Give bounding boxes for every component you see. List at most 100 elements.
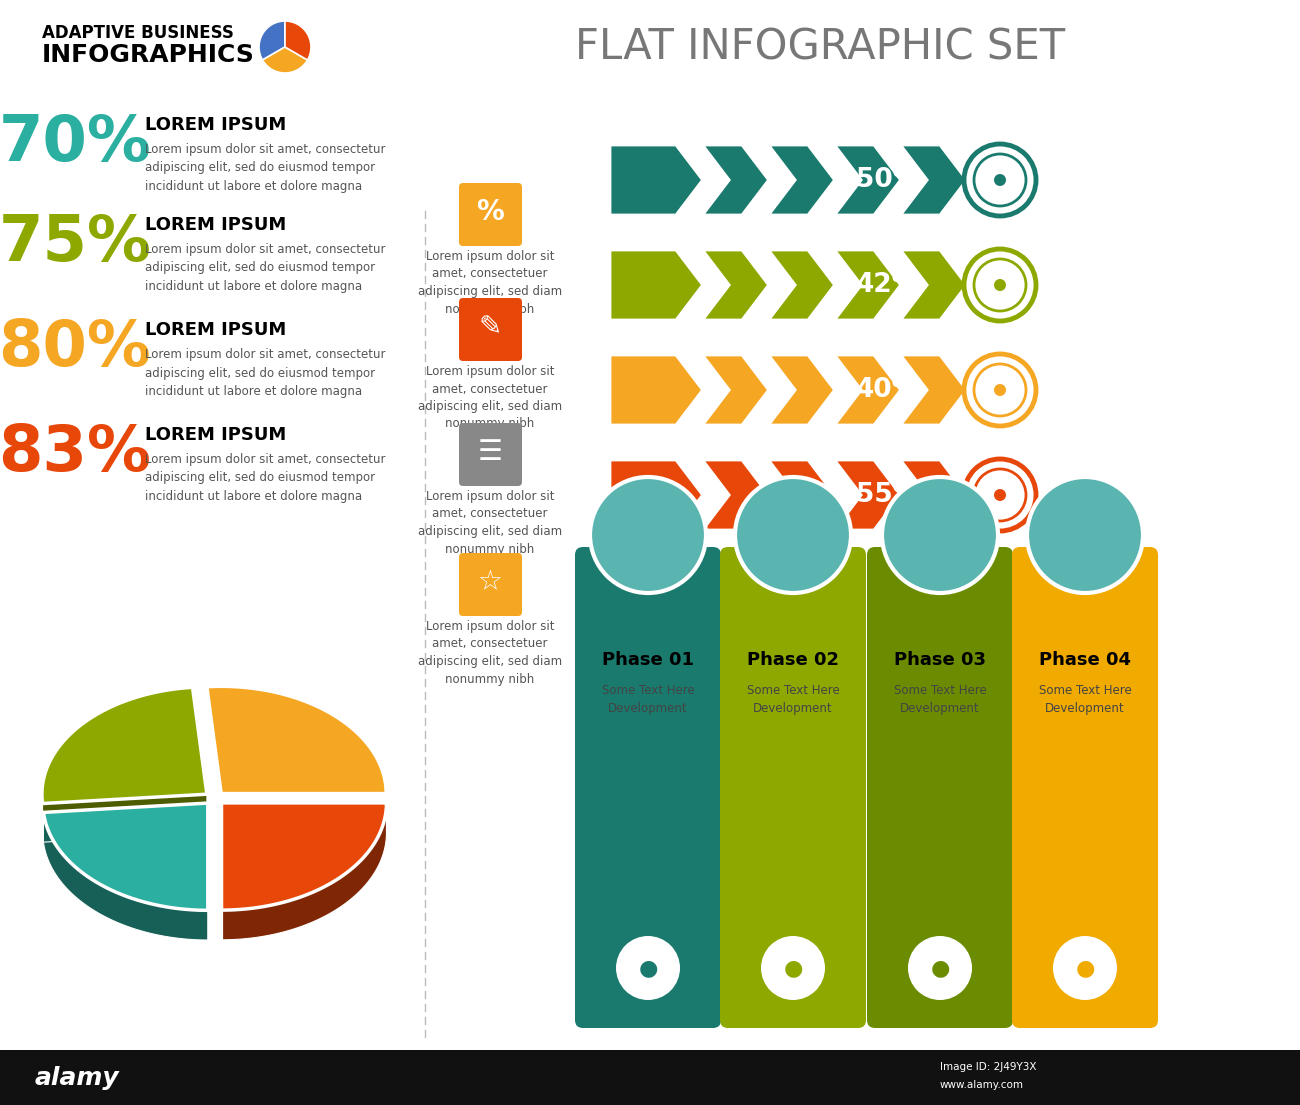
Circle shape (965, 354, 1036, 427)
Text: Some Text Here
Development: Some Text Here Development (893, 684, 987, 715)
Text: 80%: 80% (0, 317, 151, 379)
Text: Some Text Here
Development: Some Text Here Development (746, 684, 840, 715)
Text: alamy: alamy (35, 1066, 120, 1090)
Polygon shape (901, 355, 967, 425)
Polygon shape (702, 145, 768, 215)
Polygon shape (221, 803, 386, 911)
Text: FLAT INFOGRAPHIC SET: FLAT INFOGRAPHIC SET (575, 27, 1065, 69)
Polygon shape (610, 250, 702, 320)
Polygon shape (702, 250, 768, 320)
Polygon shape (221, 806, 386, 940)
Circle shape (994, 385, 1006, 396)
Text: Image ID: 2J49Y3X: Image ID: 2J49Y3X (940, 1062, 1036, 1072)
Circle shape (974, 259, 1026, 311)
Text: ☆: ☆ (477, 568, 502, 596)
Wedge shape (263, 48, 308, 73)
Text: ●: ● (931, 958, 950, 978)
Polygon shape (768, 460, 835, 530)
Text: Lorem ipsum dolor sit
amet, consectetuer
adipiscing elit, sed diam
nonummy nibh: Lorem ipsum dolor sit amet, consectetuer… (417, 490, 562, 556)
Circle shape (974, 364, 1026, 415)
Circle shape (590, 477, 706, 593)
Polygon shape (901, 250, 967, 320)
Polygon shape (43, 803, 208, 911)
Text: Lorem ipsum dolor sit
amet, consectetuer
adipiscing elit, sed diam
nonummy nibh: Lorem ipsum dolor sit amet, consectetuer… (417, 250, 562, 316)
Wedge shape (259, 21, 285, 60)
Wedge shape (285, 21, 311, 60)
Polygon shape (43, 794, 207, 833)
Circle shape (965, 144, 1036, 215)
Text: 75%: 75% (0, 212, 151, 274)
Text: Lorem ipsum dolor sit amet, consectetur
adipiscing elit, sed do eiusmod tempor
i: Lorem ipsum dolor sit amet, consectetur … (146, 143, 386, 193)
Circle shape (974, 154, 1026, 206)
Polygon shape (835, 250, 901, 320)
Text: 50%: 50% (855, 167, 919, 193)
Polygon shape (835, 145, 901, 215)
Polygon shape (43, 803, 208, 842)
FancyBboxPatch shape (575, 547, 722, 1028)
FancyBboxPatch shape (459, 552, 523, 615)
Text: Lorem ipsum dolor sit
amet, consectetuer
adipiscing elit, sed diam
nonummy nibh: Lorem ipsum dolor sit amet, consectetuer… (417, 365, 562, 431)
Text: ●: ● (1075, 958, 1095, 978)
Polygon shape (610, 460, 702, 530)
FancyBboxPatch shape (459, 298, 523, 361)
Polygon shape (835, 355, 901, 425)
Text: 55%: 55% (855, 482, 919, 508)
Circle shape (734, 477, 852, 593)
Text: ☰: ☰ (477, 438, 502, 466)
Circle shape (881, 477, 998, 593)
Polygon shape (702, 460, 768, 530)
Text: %: % (476, 198, 504, 227)
Text: Lorem ipsum dolor sit amet, consectetur
adipiscing elit, sed do eiusmod tempor
i: Lorem ipsum dolor sit amet, consectetur … (146, 453, 386, 503)
Text: Lorem ipsum dolor sit amet, consectetur
adipiscing elit, sed do eiusmod tempor
i: Lorem ipsum dolor sit amet, consectetur … (146, 243, 386, 293)
Text: LOREM IPSUM: LOREM IPSUM (146, 116, 286, 134)
Text: 42%: 42% (855, 272, 919, 298)
Circle shape (965, 459, 1036, 532)
Text: LOREM IPSUM: LOREM IPSUM (146, 427, 286, 444)
Circle shape (994, 278, 1006, 291)
FancyBboxPatch shape (1011, 547, 1158, 1028)
Text: www.alamy.com: www.alamy.com (940, 1080, 1024, 1090)
Polygon shape (610, 145, 702, 215)
Polygon shape (768, 145, 835, 215)
Text: Phase 04: Phase 04 (1039, 651, 1131, 669)
Text: Lorem ipsum dolor sit amet, consectetur
adipiscing elit, sed do eiusmod tempor
i: Lorem ipsum dolor sit amet, consectetur … (146, 348, 386, 398)
Text: 83%: 83% (0, 422, 151, 484)
FancyBboxPatch shape (459, 423, 523, 486)
FancyBboxPatch shape (459, 183, 523, 246)
Polygon shape (901, 145, 967, 215)
FancyBboxPatch shape (867, 547, 1013, 1028)
Polygon shape (42, 687, 207, 803)
Text: Lorem ipsum dolor sit
amet, consectetuer
adipiscing elit, sed diam
nonummy nibh: Lorem ipsum dolor sit amet, consectetuer… (417, 620, 562, 685)
Text: ●: ● (784, 958, 802, 978)
FancyBboxPatch shape (720, 547, 866, 1028)
Polygon shape (43, 812, 208, 940)
Text: LOREM IPSUM: LOREM IPSUM (146, 320, 286, 339)
Text: 40%: 40% (855, 377, 919, 403)
Polygon shape (702, 355, 768, 425)
Circle shape (1027, 477, 1143, 593)
Text: Some Text Here
Development: Some Text Here Development (1039, 684, 1131, 715)
Polygon shape (901, 460, 967, 530)
Circle shape (965, 249, 1036, 320)
Circle shape (760, 936, 826, 1000)
Bar (0, 1050, 1300, 1105)
Polygon shape (835, 460, 901, 530)
Text: LOREM IPSUM: LOREM IPSUM (146, 215, 286, 234)
Text: ✎: ✎ (478, 313, 502, 341)
Text: Phase 01: Phase 01 (602, 651, 694, 669)
Text: ●: ● (638, 958, 658, 978)
Text: INFOGRAPHICS: INFOGRAPHICS (42, 43, 255, 67)
Polygon shape (610, 355, 702, 425)
Polygon shape (768, 355, 835, 425)
Text: 70%: 70% (0, 112, 151, 173)
Text: ADAPTIVE BUSINESS: ADAPTIVE BUSINESS (42, 24, 234, 42)
Circle shape (994, 173, 1006, 186)
Polygon shape (768, 250, 835, 320)
Circle shape (994, 490, 1006, 501)
Polygon shape (207, 686, 386, 793)
Circle shape (616, 936, 680, 1000)
Circle shape (974, 469, 1026, 520)
Text: Phase 02: Phase 02 (747, 651, 838, 669)
Text: Phase 03: Phase 03 (894, 651, 985, 669)
Text: Some Text Here
Development: Some Text Here Development (602, 684, 694, 715)
